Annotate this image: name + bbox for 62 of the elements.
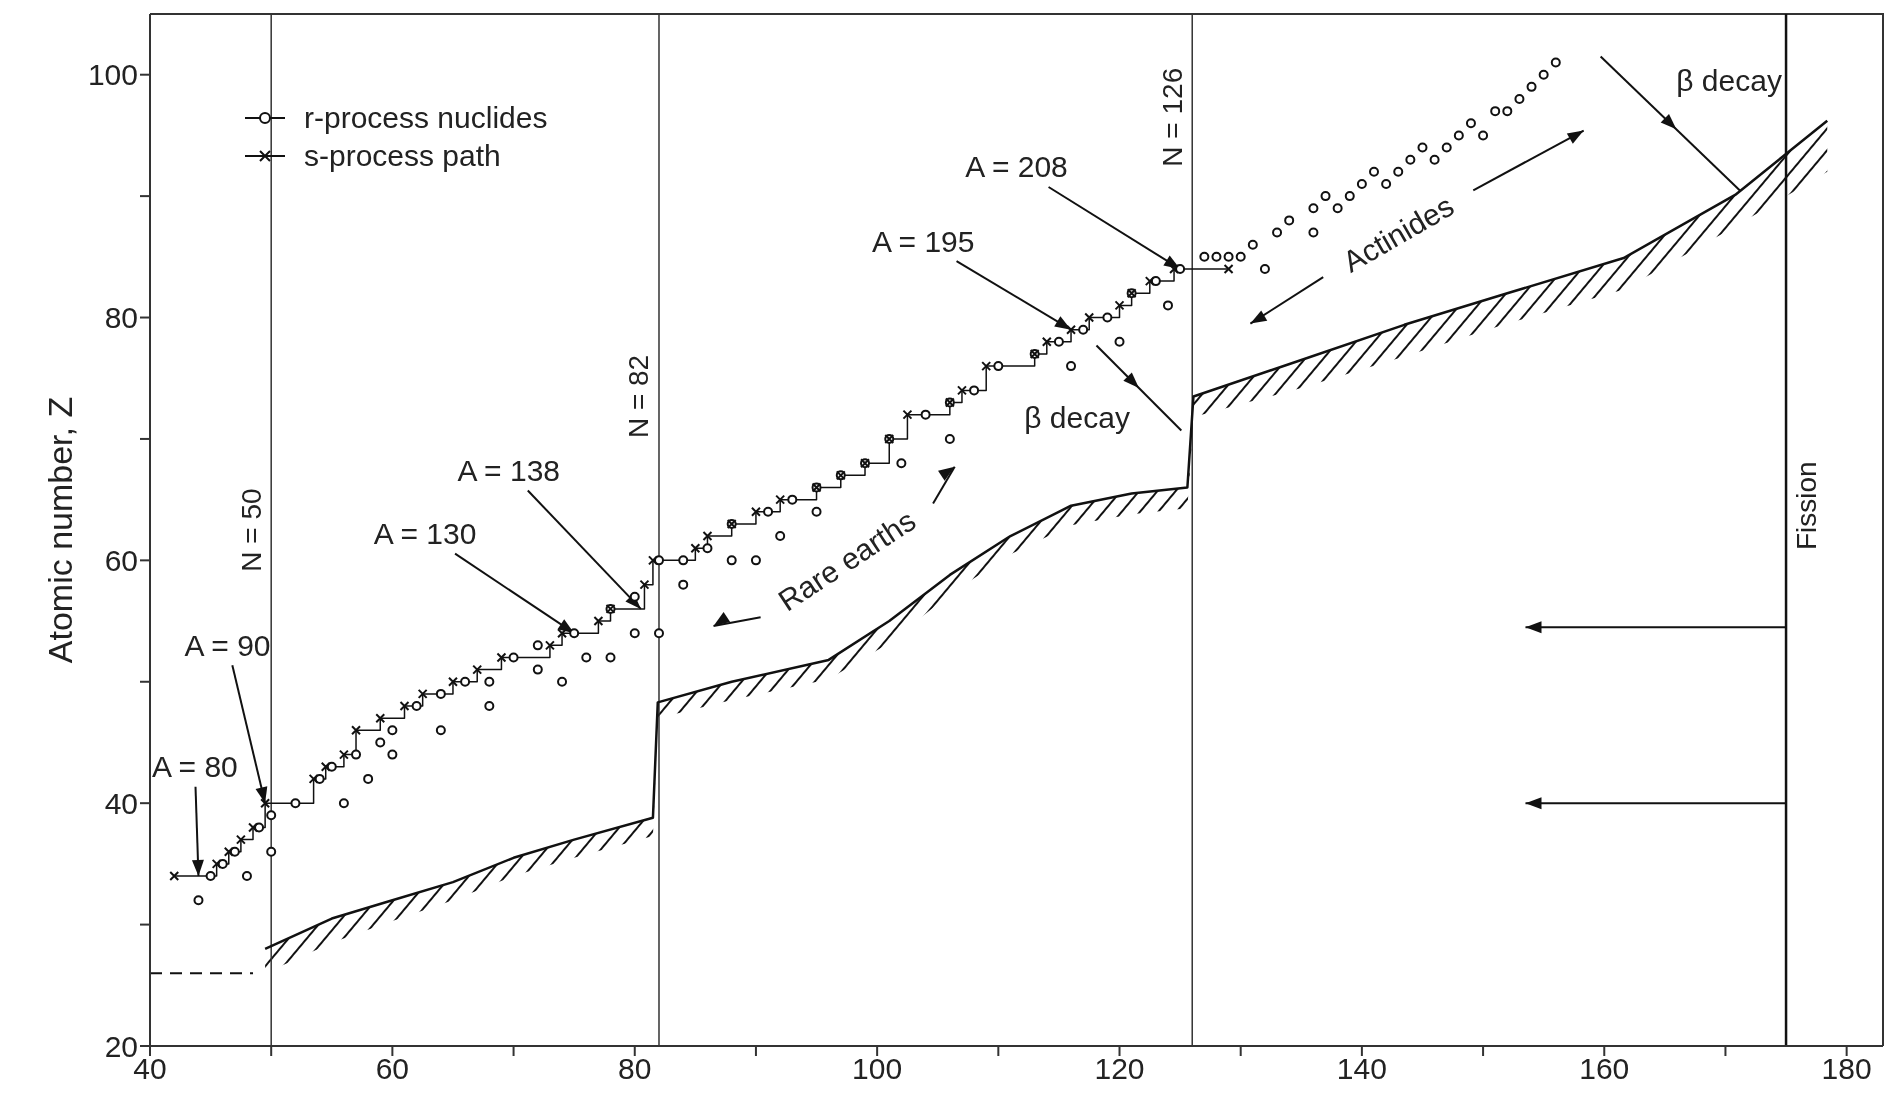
annotation: A = 80 bbox=[151, 750, 238, 784]
point bbox=[211, 858, 222, 869]
y-tick-label: 100 bbox=[87, 58, 138, 92]
point bbox=[320, 761, 331, 772]
point bbox=[447, 676, 458, 687]
point bbox=[750, 506, 761, 517]
point bbox=[235, 834, 246, 845]
y-tick-label: 80 bbox=[104, 301, 138, 335]
x-tick-label: 140 bbox=[1336, 1052, 1387, 1086]
y-tick-label: 60 bbox=[104, 544, 138, 577]
point bbox=[338, 749, 349, 760]
point bbox=[1066, 324, 1077, 335]
legend-label: s-process path bbox=[304, 138, 501, 174]
ref-line-label: N = 50 bbox=[235, 488, 267, 572]
y-tick-label: 20 bbox=[104, 1029, 138, 1063]
x-tick-label: 160 bbox=[1579, 1052, 1630, 1086]
point bbox=[1041, 336, 1052, 347]
point bbox=[1223, 263, 1234, 274]
x-tick-label: 100 bbox=[852, 1052, 903, 1086]
point bbox=[308, 773, 319, 784]
point bbox=[351, 725, 362, 736]
annotation: β decay bbox=[1676, 64, 1782, 98]
point bbox=[702, 531, 713, 542]
point bbox=[1144, 276, 1155, 287]
point bbox=[1084, 312, 1095, 323]
point bbox=[981, 361, 992, 372]
point bbox=[248, 822, 259, 833]
point bbox=[775, 494, 786, 505]
annotation: A = 208 bbox=[965, 150, 1068, 184]
annotation: A = 90 bbox=[184, 628, 271, 662]
point bbox=[639, 579, 650, 590]
y-tick-label: 40 bbox=[104, 786, 138, 820]
point bbox=[260, 798, 271, 809]
point bbox=[496, 652, 507, 663]
point bbox=[472, 664, 483, 675]
ref-line-label: Fission bbox=[1790, 461, 1822, 551]
ref-line-label: N = 82 bbox=[623, 354, 655, 439]
point bbox=[902, 409, 913, 420]
annotation: β decay bbox=[1024, 400, 1130, 434]
point bbox=[169, 871, 180, 882]
annotation: A = 138 bbox=[457, 454, 561, 488]
legend-label: r-process nuclides bbox=[304, 100, 548, 136]
point bbox=[690, 543, 701, 554]
point bbox=[557, 628, 568, 639]
point bbox=[956, 385, 967, 396]
point bbox=[417, 688, 428, 699]
point bbox=[647, 555, 658, 566]
point bbox=[1169, 263, 1180, 274]
point bbox=[544, 640, 555, 651]
x-tick-label: 80 bbox=[618, 1052, 652, 1086]
x-tick-label: 60 bbox=[375, 1052, 410, 1086]
point bbox=[593, 616, 604, 627]
y-axis-title: Atomic number, Z bbox=[41, 396, 80, 664]
point bbox=[375, 713, 386, 724]
x-tick-label: 120 bbox=[1094, 1052, 1145, 1086]
point bbox=[399, 701, 410, 712]
annotation: A = 195 bbox=[871, 224, 975, 258]
point bbox=[1114, 300, 1125, 311]
ref-line-label: N = 126 bbox=[1156, 67, 1188, 167]
x-tick-label: 180 bbox=[1821, 1052, 1872, 1086]
annotation: A = 130 bbox=[373, 517, 477, 551]
point bbox=[223, 846, 234, 857]
